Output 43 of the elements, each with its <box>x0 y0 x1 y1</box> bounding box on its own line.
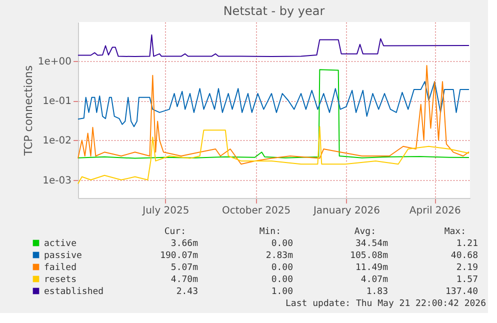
text: 2.19 <box>456 263 478 273</box>
y-axis-title: TCP connections <box>22 65 35 157</box>
text: 3.66m <box>170 239 198 249</box>
legend-label: active <box>44 239 77 249</box>
text: Avg: <box>354 227 376 237</box>
legend-label: established <box>44 287 104 297</box>
text: 34.54m <box>355 239 388 249</box>
text: 2.43 <box>176 287 198 297</box>
text: 1.00 <box>271 287 293 297</box>
text: Cur: <box>164 227 186 237</box>
text: 11.49m <box>355 263 388 273</box>
text: 105.08m <box>350 251 388 261</box>
text: 0.00 <box>271 263 293 273</box>
text: 4.07m <box>360 275 388 285</box>
legend-label: passive <box>44 251 82 261</box>
y-tick-label: 1e-02 <box>42 136 72 147</box>
text: 40.68 <box>450 251 478 261</box>
text: 1.83 <box>366 287 388 297</box>
line-series <box>78 126 470 184</box>
text: 137.40 <box>445 287 478 297</box>
chart-title: Netstat - by year <box>223 4 325 18</box>
x-tick-label: January 2026 <box>312 206 380 216</box>
text: 5.07m <box>170 263 198 273</box>
y-tick-label: 1e-01 <box>42 96 72 108</box>
text: 1.21 <box>456 239 478 249</box>
text: 190.07m <box>160 251 198 261</box>
x-tick-label: July 2025 <box>142 206 190 216</box>
text: Last update: Thu May 21 22:00:42 2026 <box>286 299 486 309</box>
line-series <box>78 81 470 128</box>
x-tick-label: April 2026 <box>409 206 461 216</box>
text: Min: <box>259 227 281 237</box>
text: Max: <box>444 227 466 237</box>
line-series <box>78 34 470 58</box>
text: 0.00 <box>271 275 293 285</box>
text: 1.57 <box>456 275 478 285</box>
text: 2.83m <box>266 251 293 261</box>
legend-label: resets <box>44 275 77 285</box>
text: 4.70m <box>170 275 198 285</box>
legend-label: failed <box>44 263 77 273</box>
text: 0.00 <box>271 239 293 249</box>
x-tick-label: October 2025 <box>222 206 291 216</box>
y-tick-label: 1e+00 <box>38 56 72 68</box>
y-tick-label: 1e-03 <box>42 175 72 186</box>
